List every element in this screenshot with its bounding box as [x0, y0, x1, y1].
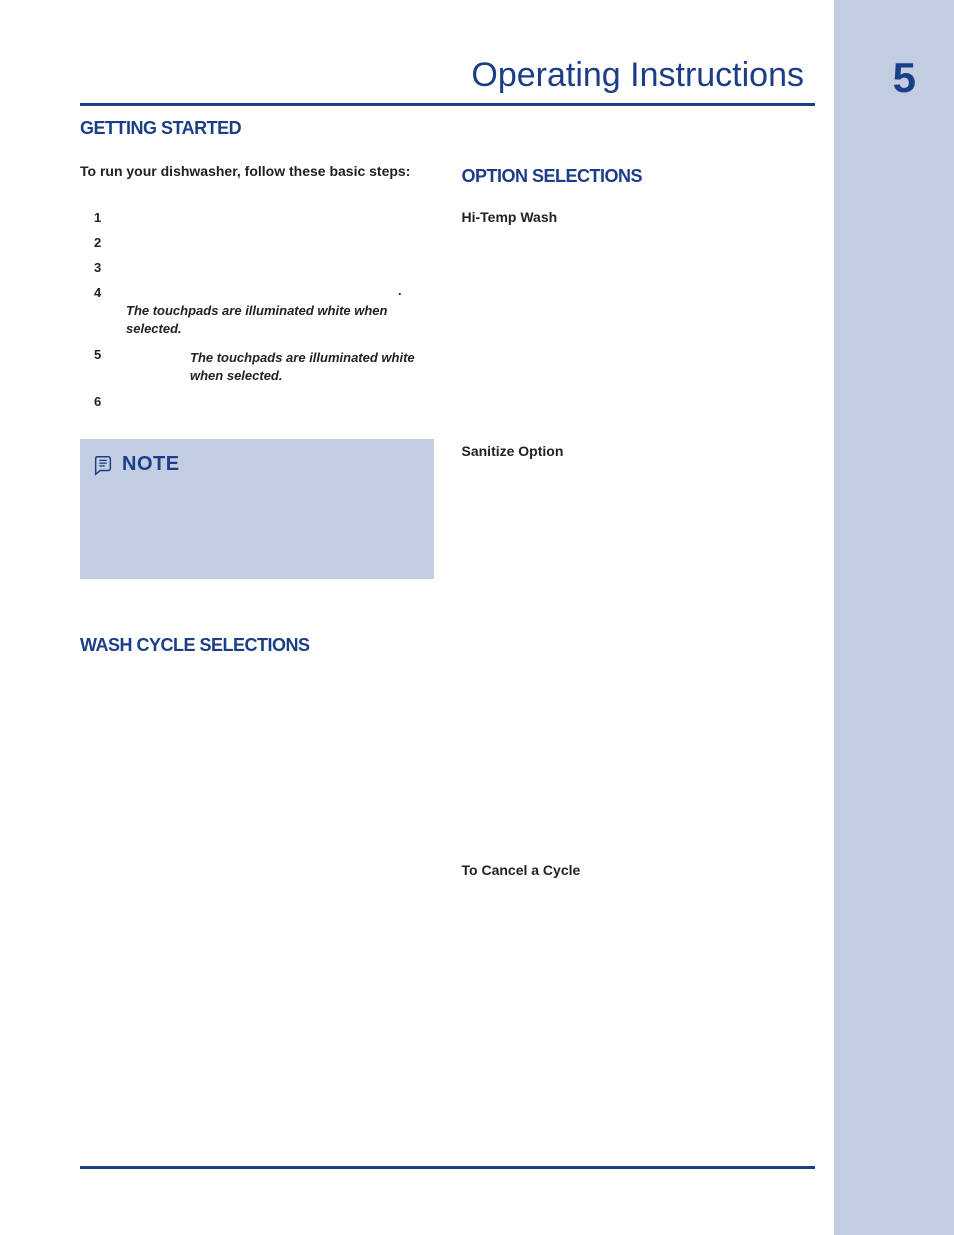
note-icon: [92, 454, 114, 476]
option-hi-temp: Hi-Temp Wash: [462, 209, 816, 225]
heading-getting-started: GETTING STARTED: [80, 118, 434, 139]
manual-page: 5 Operating Instructions GETTING STARTED…: [0, 0, 954, 1235]
step-3: 3: [94, 260, 434, 275]
note-box: NOTE: [80, 439, 434, 579]
step-number: 4: [94, 285, 106, 300]
note-title: NOTE: [122, 453, 180, 476]
column-right: OPTION SELECTIONS Hi-Temp Wash Sanitize …: [462, 118, 816, 678]
note-header: NOTE: [92, 453, 420, 476]
divider-bottom: [80, 1166, 815, 1169]
step-number: 6: [94, 394, 106, 409]
step-4: 4 . The touchpads are illuminated white …: [94, 285, 434, 337]
cancel-label: To Cancel a Cycle: [462, 862, 581, 878]
step-number: 5: [94, 347, 106, 362]
step-2: 2: [94, 235, 434, 250]
content-columns: GETTING STARTED To run your dishwasher, …: [80, 118, 815, 678]
step-1: 1: [94, 210, 434, 225]
step-6: 6: [94, 394, 434, 409]
cancel-cycle-section: To Cancel a Cycle: [462, 862, 581, 886]
getting-started-intro: To run your dishwasher, follow these bas…: [80, 161, 434, 182]
heading-option-selections: OPTION SELECTIONS: [462, 166, 816, 187]
spacer: [462, 243, 816, 443]
step-4-note: The touchpads are illuminated white when…: [126, 302, 434, 337]
page-title: Operating Instructions: [471, 56, 804, 95]
option-sanitize: Sanitize Option: [462, 443, 816, 459]
column-left: GETTING STARTED To run your dishwasher, …: [80, 118, 434, 678]
side-tab: [834, 0, 954, 1235]
steps-list: 1 2 3 4 . The touchpads are illuminated …: [94, 210, 434, 409]
step-number: 3: [94, 260, 106, 275]
step-5: 5 The touchpads are illuminated white wh…: [94, 347, 434, 384]
option-label: Hi-Temp Wash: [462, 209, 816, 225]
wash-cycle-section: WASH CYCLE SELECTIONS: [80, 635, 434, 656]
page-number: 5: [893, 54, 916, 102]
step-5-note: The touchpads are illuminated white when…: [190, 349, 434, 384]
step-number: 1: [94, 210, 106, 225]
heading-wash-cycle: WASH CYCLE SELECTIONS: [80, 635, 434, 656]
step-number: 2: [94, 235, 106, 250]
divider-top: [80, 103, 815, 106]
option-label: Sanitize Option: [462, 443, 816, 459]
